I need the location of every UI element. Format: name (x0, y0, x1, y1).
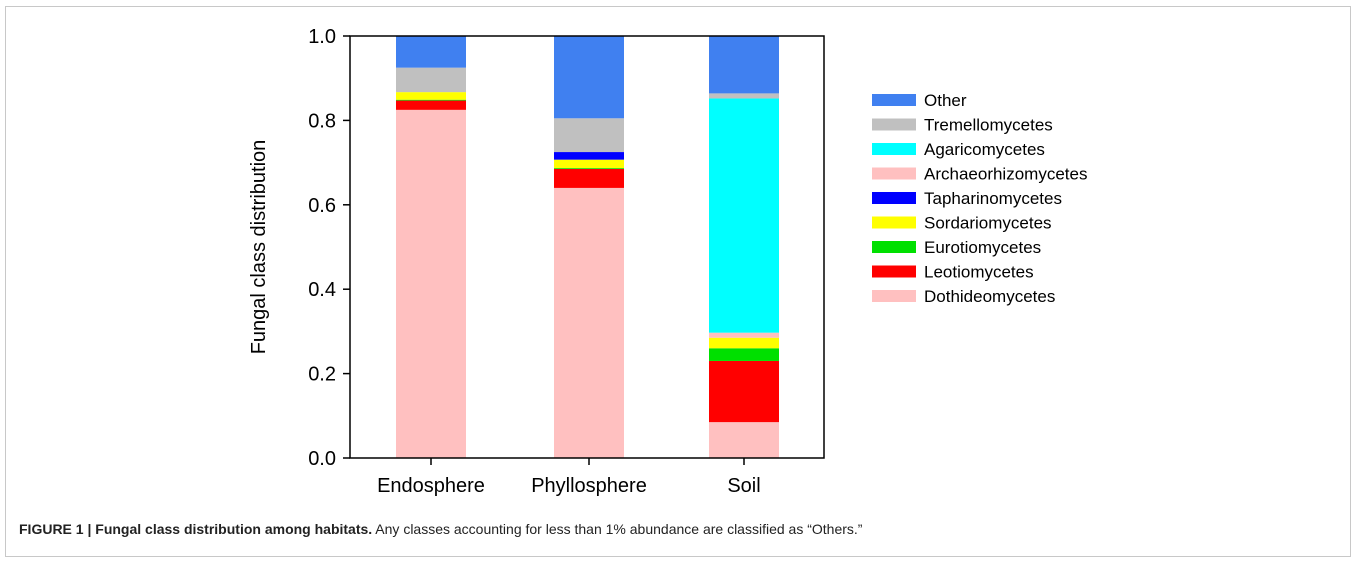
bar-segment-phyllosphere-tapharinomycetes (554, 152, 624, 160)
axes-layer: Fungal class distribution (248, 35, 825, 459)
bar-segment-phyllosphere-dothideomycetes (554, 187, 624, 459)
legend-swatch-agaricomycetes (872, 143, 916, 155)
caption-label: FIGURE 1 | Fungal class distribution amo… (19, 521, 373, 537)
legend-label-dothideomycetes: Dothideomycetes (924, 287, 1055, 306)
y-tick-label: 0.8 (308, 110, 336, 132)
bar-segment-soil-agaricomycetes (709, 98, 779, 333)
x-tick-label-phyllosphere: Phyllosphere (531, 475, 647, 497)
bar-segment-endosphere-sordariomycetes (396, 92, 466, 100)
y-tick-label: 0.4 (308, 279, 336, 301)
legend-label-leotiomycetes: Leotiomycetes (924, 263, 1034, 282)
legend: Other Tremellomycetes Agaricomycetes Archae… (872, 91, 1087, 306)
bar-segment-phyllosphere-sordariomycetes (554, 159, 624, 169)
legend-swatch-tapharinomycetes (872, 192, 916, 204)
caption-text: Any classes accounting for less than 1% … (372, 521, 863, 537)
legend-label-sordariomycetes: Sordariomycetes (924, 214, 1052, 233)
legend-label-other: Other (924, 91, 967, 110)
legend-swatch-tremellomycetes (872, 118, 916, 131)
bar-segment-endosphere-leotiomycetes (396, 100, 466, 110)
figure-frame (5, 6, 1351, 557)
legend-label-agaricomycetes: Agaricomycetes (924, 140, 1045, 159)
bar-segment-soil-tremellomycetes (709, 93, 779, 99)
legend-swatch-sordariomycetes (872, 216, 916, 229)
bar-segment-endosphere-tremellomycetes (396, 67, 466, 93)
bar-segment-phyllosphere-tremellomycetes (554, 118, 624, 153)
bar-segment-endosphere-other (396, 36, 466, 68)
y-axis-label: Fungal class distribution (248, 140, 270, 355)
y-ticks-layer: 0.0 0.2 0.4 0.6 0.8 1.0 (308, 26, 350, 470)
legend-label-tapharinomycetes: Tapharinomycetes (924, 189, 1062, 208)
bars-layer (396, 36, 779, 459)
plot-frame (349, 35, 825, 459)
bar-segment-soil-leotiomycetes (709, 360, 779, 423)
bar-segment-soil-archaeorhizomycetes (709, 332, 779, 338)
stacked-bar-chart: Fungal class distribution 0.00.20.40.60.… (248, 26, 1087, 497)
bar-segment-endosphere-eurotiomycetes (396, 99, 466, 101)
bar-segment-endosphere-dothideomycetes (396, 109, 466, 458)
legend-swatch-eurotiomycetes (872, 241, 916, 253)
legend-label-eurotiomycetes: Eurotiomycetes (924, 238, 1041, 257)
y-tick-label: 0.0 (308, 448, 336, 470)
legend-label-archaeorhizomycetes: Archaeorhizomycetes (924, 165, 1087, 184)
legend-label-tremellomycetes: Tremellomycetes (924, 116, 1053, 135)
bar-segment-soil-sordariomycetes (709, 337, 779, 349)
legend-swatch-dothideomycetes (872, 290, 916, 302)
bar-segment-soil-dothideomycetes (709, 422, 779, 458)
bar-segment-phyllosphere-other (554, 36, 624, 119)
figure-caption: FIGURE 1 | Fungal class distribution amo… (19, 521, 862, 537)
x-ticks-layer: Endosphere Phyllosphere Soil (377, 458, 761, 497)
legend-swatch-leotiomycetes (872, 265, 916, 278)
x-tick-label-endosphere: Endosphere (377, 475, 485, 497)
bar-segment-soil-other (709, 36, 779, 94)
bar-segment-phyllosphere-leotiomycetes (554, 168, 624, 188)
y-tick-label: 1.0 (308, 26, 336, 48)
y-tick-label: 0.6 (308, 195, 336, 217)
legend-swatch-other (872, 94, 916, 106)
bar-segment-soil-eurotiomycetes (709, 348, 779, 361)
bar-segment-phyllosphere-eurotiomycetes (554, 168, 624, 169)
legend-swatch-archaeorhizomycetes (872, 167, 916, 180)
y-tick-label: 0.2 (308, 364, 336, 386)
x-tick-label-soil: Soil (727, 475, 760, 497)
